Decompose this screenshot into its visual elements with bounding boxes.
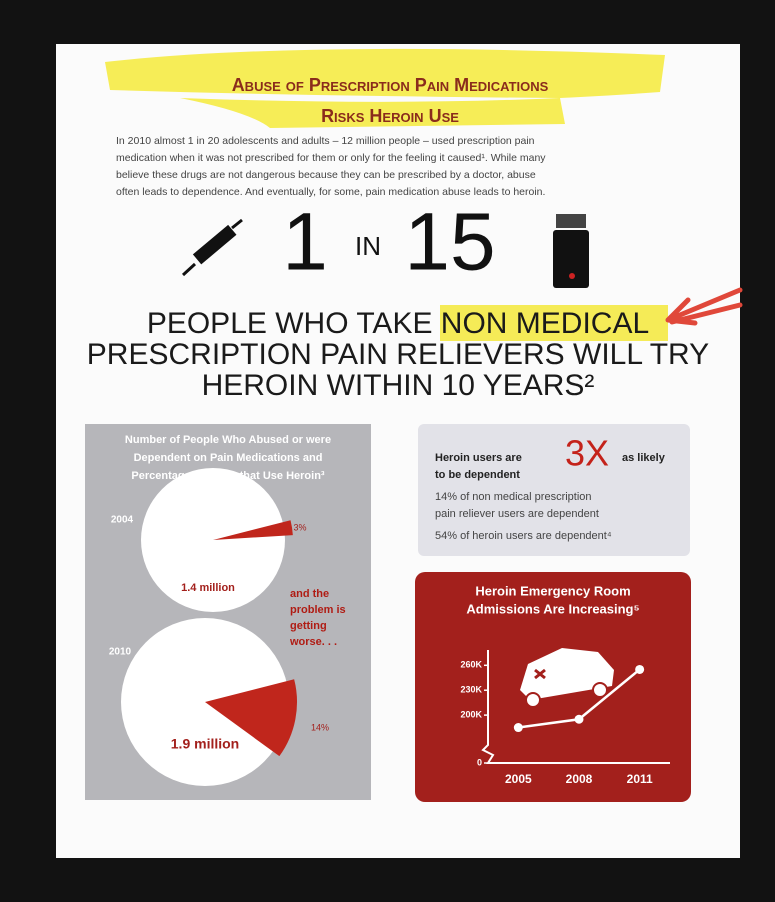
box-big: 3X [565, 433, 609, 474]
box-text: Heroin users are [435, 452, 522, 464]
note: getting [290, 620, 327, 632]
y-tick-label: 200K [460, 709, 482, 719]
y-tick-label: 0 [477, 757, 482, 767]
box-text: pain reliever users are dependent [435, 508, 599, 520]
headline: PEOPLE WHO TAKE NON MEDICAL [147, 307, 649, 340]
x-tick-label: 2011 [627, 772, 653, 786]
box-text: 54% of heroin users are dependent⁴ [435, 530, 612, 542]
y-tick-label: 260K [460, 660, 482, 670]
point [514, 723, 523, 732]
panel-title: Dependent on Pain Medications and [134, 452, 323, 464]
y-tick-label: 230K [460, 685, 482, 695]
intro-text: medication when it was not prescribed fo… [116, 152, 546, 164]
title: Abuse of Prescription Pain Medications [232, 75, 549, 95]
note: problem is [290, 604, 346, 616]
headline: PRESCRIPTION PAIN RELIEVERS WILL TRY [87, 338, 709, 371]
box-text: to be dependent [435, 469, 520, 481]
infographic: Abuse of Prescription Pain Medications Ri… [0, 0, 775, 902]
x-tick-label: 2008 [566, 772, 593, 786]
pie-total: 1.4 million [181, 582, 235, 594]
note: and the [290, 588, 329, 600]
intro-text: believe these drugs are not dangerous be… [116, 169, 536, 181]
pie-year: 2010 [109, 647, 132, 658]
stat-number: 1 [282, 197, 328, 288]
x-tick-label: 2005 [505, 772, 532, 786]
pie-percent: 3% [293, 522, 306, 532]
pie-percent: 14% [311, 722, 329, 732]
box-text: as likely [622, 452, 666, 464]
box-text: 14% of non medical prescription [435, 491, 592, 503]
note: worse. . . [289, 636, 337, 648]
pie-year: 2004 [111, 515, 134, 526]
chart-title: Heroin Emergency Room [475, 583, 630, 598]
chart-title: Admissions Are Increasing⁵ [466, 601, 639, 616]
point [635, 665, 644, 674]
stat-number: 15 [404, 197, 495, 288]
headline: HEROIN WITHIN 10 YEARS² [202, 369, 595, 402]
intro-text: In 2010 almost 1 in 20 adolescents and a… [116, 135, 535, 147]
stat-word: IN [355, 231, 381, 261]
bottle-icon [553, 214, 589, 288]
title: Risks Heroin Use [321, 106, 459, 126]
panel-title: Number of People Who Abused or were [125, 434, 331, 446]
point [575, 715, 584, 724]
page: { "header": { "title_lines": ["Abuse of … [0, 0, 775, 902]
pie-total: 1.9 million [171, 736, 239, 752]
